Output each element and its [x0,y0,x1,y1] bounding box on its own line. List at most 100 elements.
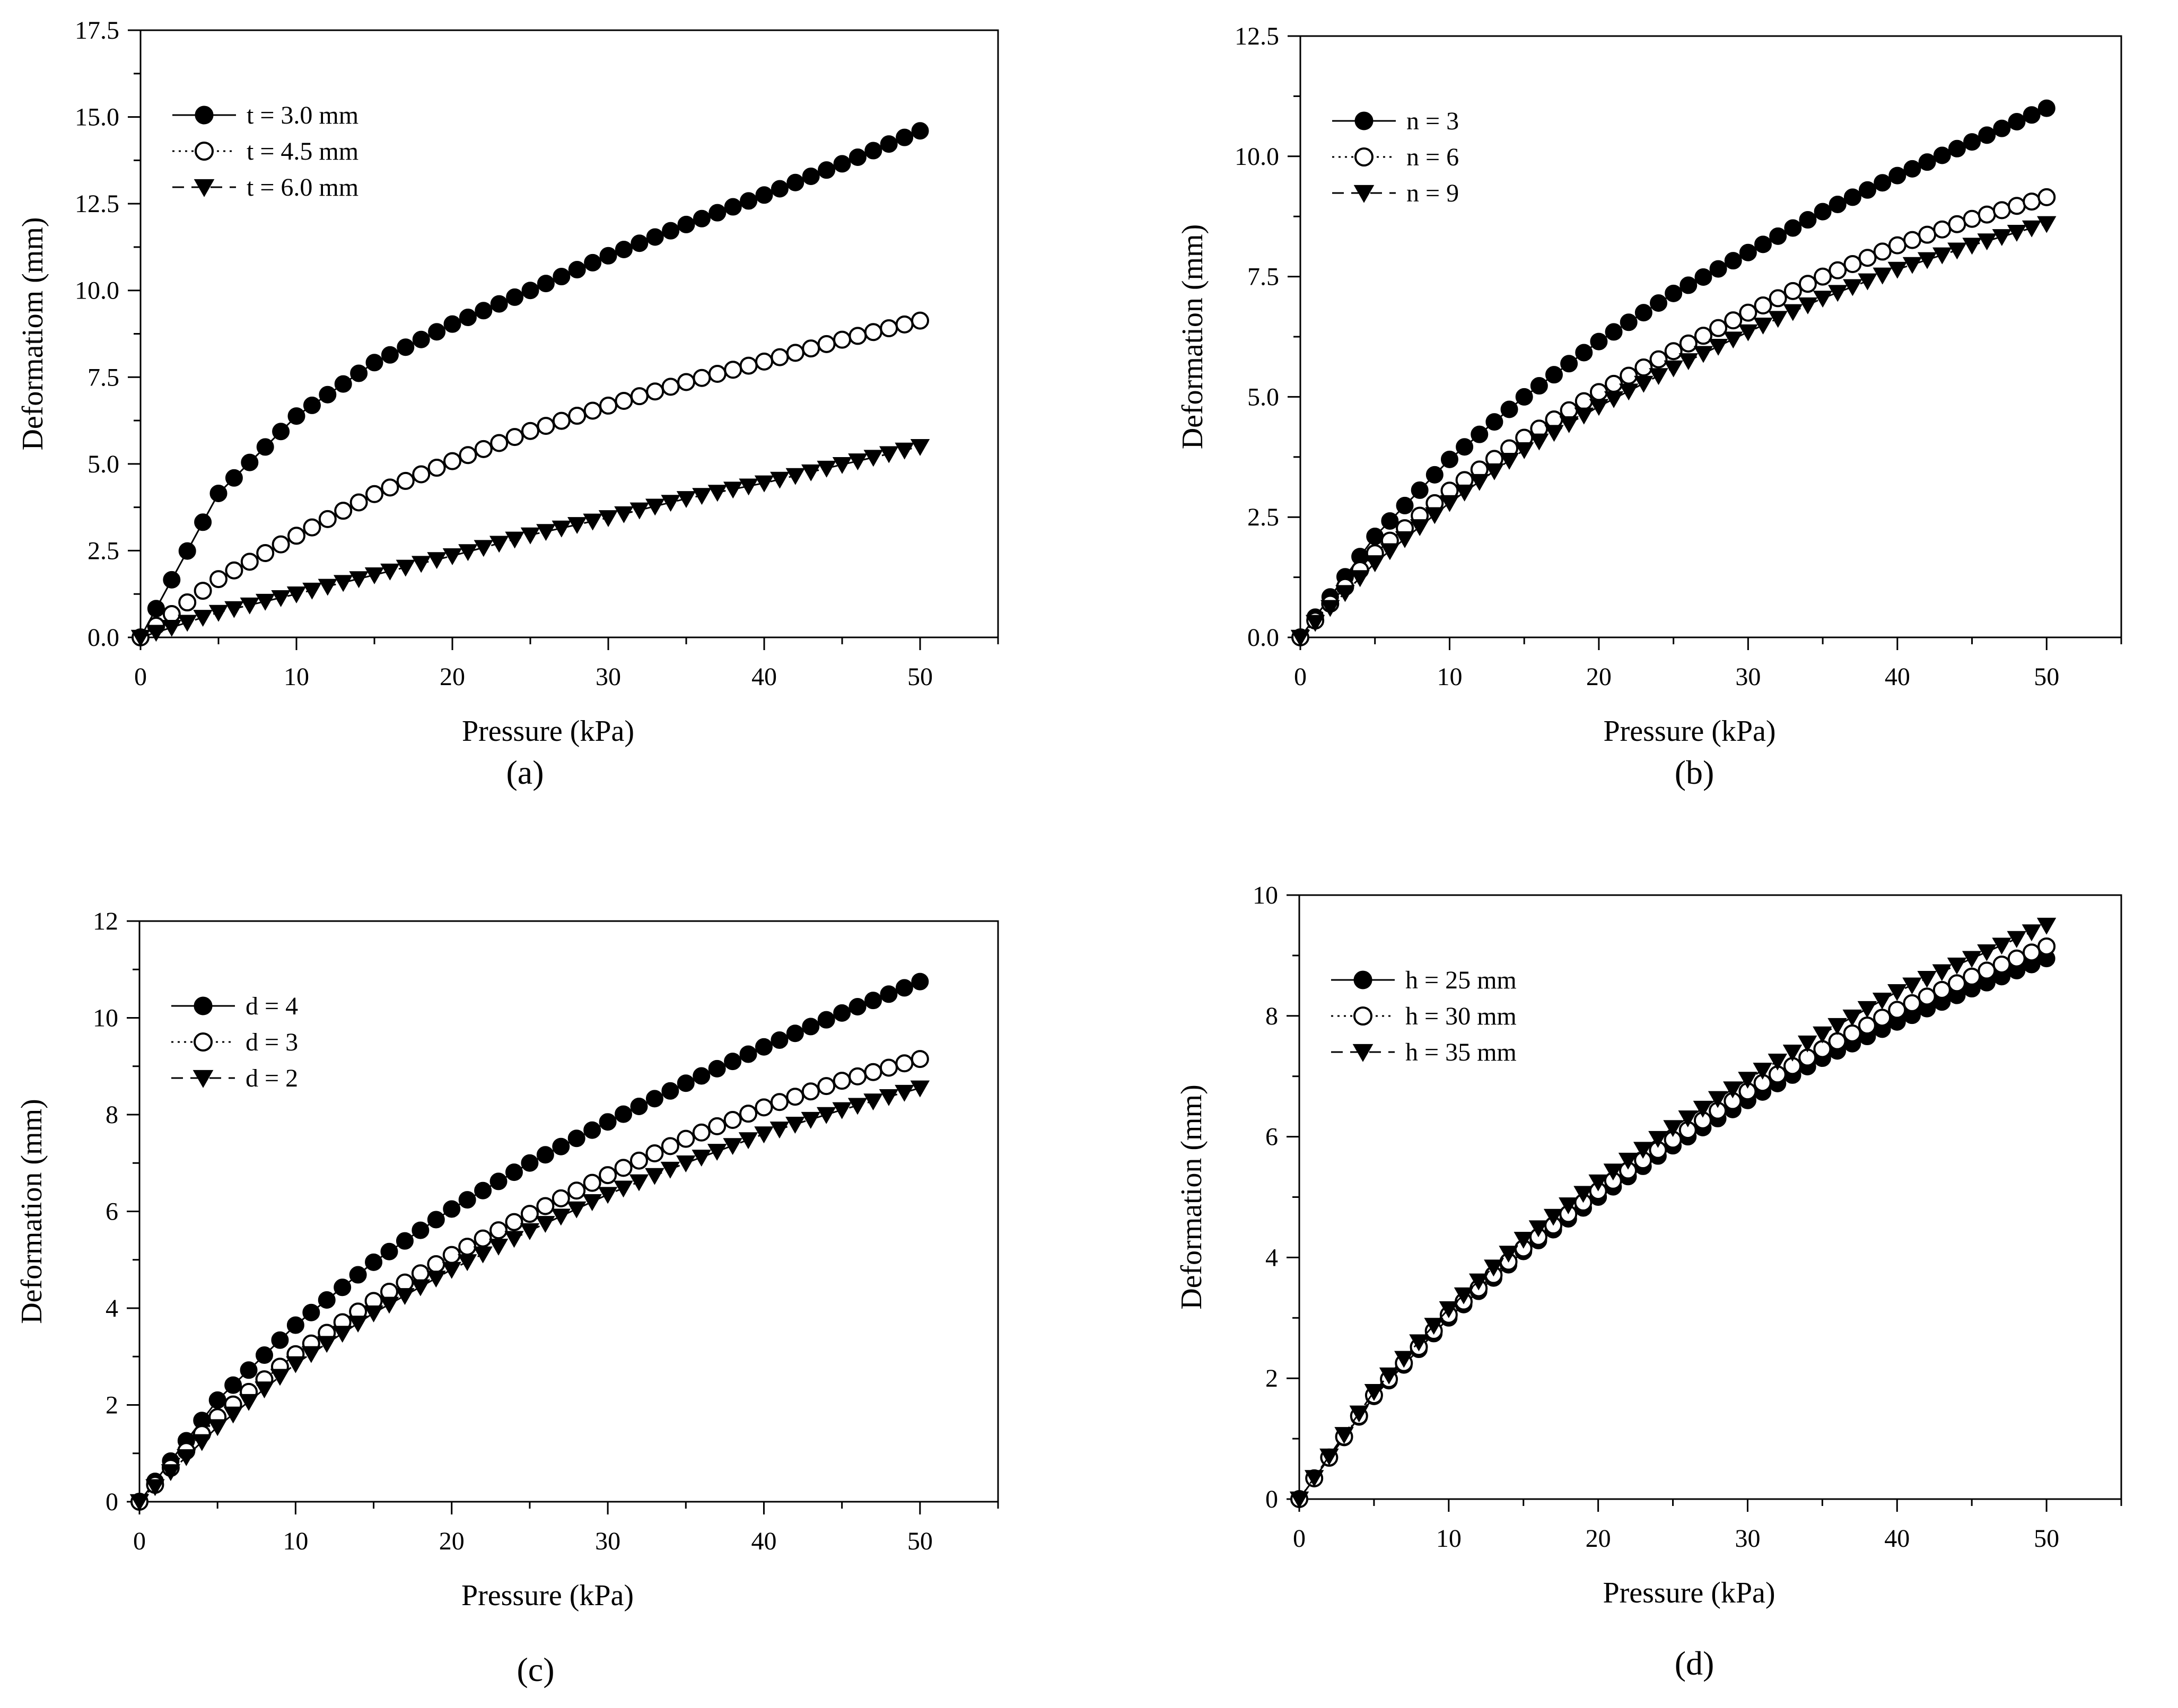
data-point [1573,1186,1593,1203]
y-tick-label: 4 [106,1294,118,1322]
data-point [1724,311,1743,330]
data-point [1649,294,1667,312]
y-tick-label: 0 [106,1488,118,1516]
x-tick-label: 30 [1735,663,1761,691]
y-tick-label: 17.5 [75,16,119,45]
x-axis-label: Pressure (kPa) [461,1579,634,1612]
series-3 [1290,216,2057,647]
data-point [1739,243,1757,261]
data-point [536,1216,555,1233]
data-point [474,1181,492,1199]
data-point [1888,167,1906,185]
data-point [849,148,867,166]
data-point [599,396,617,415]
legend: h = 25 mm h = 30 mm h = 35 mm [1331,966,1517,1066]
data-point [724,198,742,216]
data-point [1559,416,1579,433]
data-point [488,1239,509,1256]
y-tick-label: 5.0 [88,450,119,478]
x-tick-label: 10 [284,663,309,691]
data-point [1604,391,1624,408]
y-tick-label: 6 [1265,1123,1278,1151]
data-point [1992,955,2011,974]
data-point [380,1242,398,1260]
data-point [412,465,431,484]
x-tick-label: 10 [1436,1525,1462,1553]
data-point [521,1154,539,1172]
data-point [1799,211,1817,229]
data-point [568,260,586,278]
x-axis-label: Pressure (kPa) [1603,715,1775,748]
data-point [458,544,478,562]
series-2 [132,311,929,646]
data-point [412,1221,430,1239]
legend-marker [1353,970,1372,989]
y-axis-label: Deformation (mm) [1176,224,1209,450]
data-point [1648,1131,1668,1148]
data-point [754,1126,774,1144]
data-point [318,1291,336,1309]
data-point [505,1213,523,1231]
data-point [208,605,229,622]
data-point [1784,219,1802,237]
data-point [1471,425,1489,443]
data-point [786,173,804,191]
data-point [1888,236,1906,255]
data-point [1544,425,1564,442]
data-point [1334,1427,1354,1444]
data-point [255,593,275,611]
y-tick-label: 2 [106,1391,118,1420]
data-point [755,186,773,204]
data-point [1829,261,1847,279]
data-point [1529,433,1549,451]
data-point [1887,261,1908,279]
data-point [1425,466,1444,484]
data-point [1858,249,1877,267]
series-3 [1289,917,2057,1509]
data-point [147,600,165,618]
data-point [785,1117,805,1134]
x-tick-label: 20 [439,1527,465,1555]
legend-label: d = 4 [246,992,298,1020]
legend-label: t = 4.5 mm [247,137,358,165]
x-tick-label: 30 [1735,1525,1760,1553]
data-point [1978,961,1996,980]
chart-panel-a: 0 10 20 30 40 50 0.0 2.5 5.0 7.5 10.0 12.5 15.0 17.5 P… [16,16,999,791]
data-point [1917,970,1937,988]
data-point [1724,252,1742,270]
data-point [1364,1384,1384,1401]
data-point [1992,229,2012,246]
x-tick-label: 30 [595,1527,620,1555]
data-point [427,552,447,570]
data-point [833,1072,851,1090]
y-tick-label: 10 [93,1004,118,1032]
data-point [864,1063,882,1081]
data-point [1365,555,1385,573]
data-point [583,401,602,420]
data-point [847,1098,868,1115]
data-point [459,308,477,326]
data-point [1634,358,1653,377]
data-point [239,1394,259,1411]
data-point [739,1045,757,1063]
series-line [138,1087,921,1503]
data-point [739,478,758,496]
data-point [615,241,633,259]
data-point [520,1223,540,1240]
legend-label: d = 2 [246,1064,298,1092]
data-point [911,122,929,140]
data-point [1411,481,1429,499]
data-point [442,1262,461,1279]
data-point [1379,1367,1399,1385]
data-point [240,553,259,571]
data-point [365,1253,383,1271]
data-point [1948,139,1966,157]
data-point [817,1011,835,1029]
data-point [223,1406,243,1424]
data-point [1993,119,2011,137]
data-point [895,1054,914,1073]
data-point [599,1166,617,1185]
data-point [1708,1091,1728,1108]
data-point [895,442,914,460]
y-tick-label: 8 [1265,1002,1278,1030]
